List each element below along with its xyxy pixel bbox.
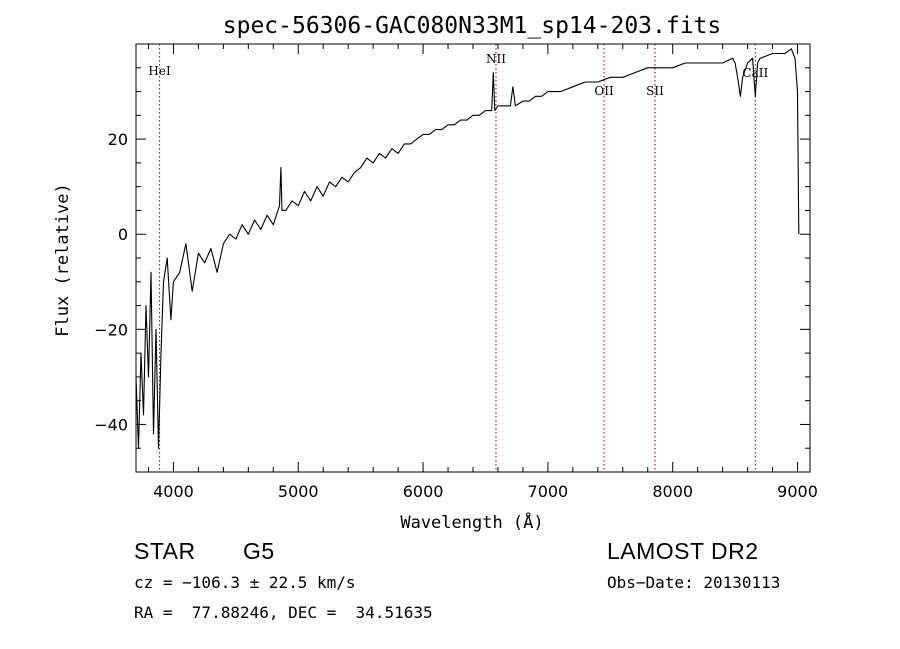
marker-label: HeI — [148, 64, 171, 78]
x-axis-ticks: 4000 5000 6000 7000 8000 9000 — [147, 44, 818, 501]
coordinates: RA = 77.88246, DEC = 34.51635 — [134, 603, 433, 622]
object-class: STAR — [134, 538, 196, 564]
y-tick-label: 20 — [108, 130, 128, 149]
y-tick-label: −40 — [94, 415, 128, 434]
x-tick-label: 7000 — [528, 482, 569, 501]
x-axis-label: Wavelength (Å) — [400, 511, 543, 533]
x-tick-label: 8000 — [652, 482, 693, 501]
y-axis-label: Flux (relative) — [53, 183, 73, 337]
marker-label: CaII — [742, 66, 768, 80]
x-tick-label: 6000 — [403, 482, 444, 501]
x-tick-label: 5000 — [278, 482, 319, 501]
spectrum-series — [135, 48, 800, 449]
marker-label: SII — [646, 84, 664, 98]
survey-name: LAMOST DR2 — [607, 538, 759, 564]
x-tick-label: 9000 — [777, 482, 818, 501]
obs-date: Obs−Date: 20130113 — [607, 573, 781, 592]
x-tick-label: 4000 — [153, 482, 194, 501]
subclass: G5 — [243, 538, 275, 564]
y-tick-label: −20 — [94, 320, 128, 339]
spectral-line-markers: HeI NII OII SII CaII — [148, 44, 768, 472]
chart-title: spec-56306-GAC080N33M1_sp14-203.fits — [223, 13, 722, 39]
marker-label: NII — [486, 52, 506, 66]
redshift-info: cz = −106.3 ± 22.5 km/s — [134, 573, 356, 592]
y-tick-label: 0 — [118, 225, 128, 244]
marker-label: OII — [594, 84, 614, 98]
y-axis-ticks: −40 −20 0 20 — [94, 43, 810, 473]
spectrum-line — [135, 48, 800, 449]
plot-frame — [135, 43, 811, 473]
